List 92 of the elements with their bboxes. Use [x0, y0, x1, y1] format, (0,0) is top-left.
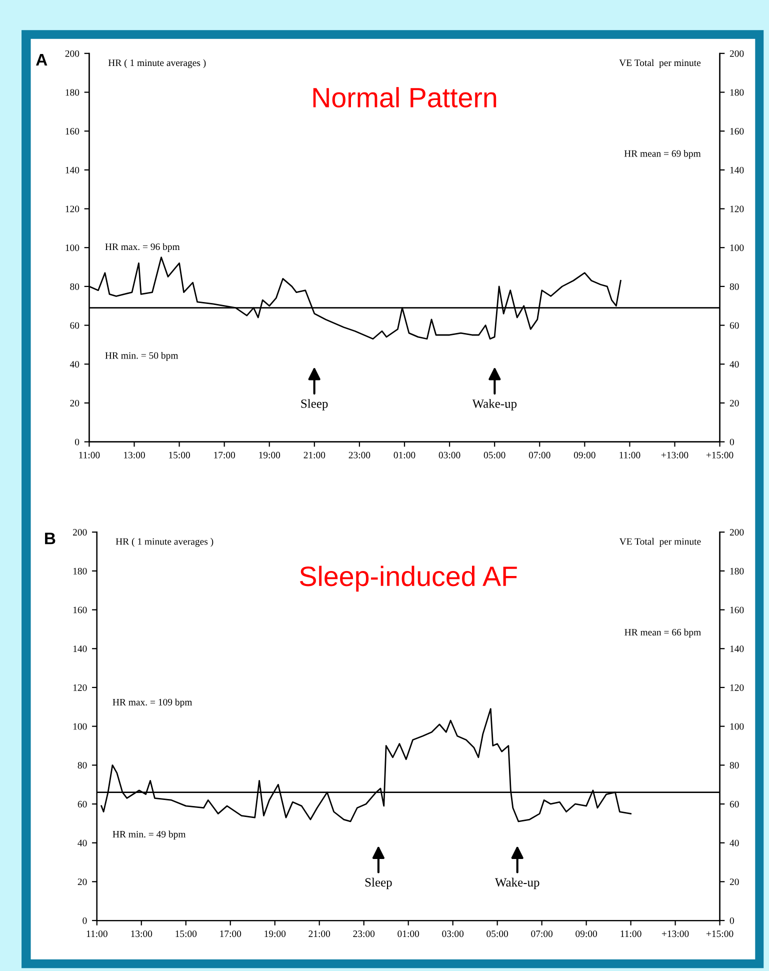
text: Sleep-induced AF — [300, 566, 517, 592]
y-tick-label: 60 — [78, 800, 87, 808]
y2-tick-label: 180 — [730, 89, 744, 96]
y-tick-label: 100 — [73, 723, 87, 730]
x-tick-label: +13:00 — [662, 930, 689, 938]
y-tick-label: 120 — [66, 206, 80, 212]
y2-axis-title: VE Total per minute — [619, 59, 701, 68]
y-tick-label: 200 — [65, 50, 80, 57]
text: A — [36, 54, 48, 66]
y2-tick-label: 40 — [730, 840, 739, 846]
y-tick-label: 20 — [78, 878, 87, 886]
x-tick-label: 03:00 — [442, 930, 464, 938]
y-tick-label: 160 — [73, 606, 87, 614]
x-tick-label: 21:00 — [308, 930, 330, 938]
y2-tick-label: 160 — [730, 606, 744, 614]
y2-tick-label: 120 — [730, 684, 744, 691]
x-tick-label: +13:00 — [661, 452, 688, 458]
ref-line-label: HR mean = 66 bpm — [624, 628, 701, 638]
x-tick-label: 11:00 — [620, 930, 642, 938]
x-tick-label: 11:00 — [79, 452, 100, 458]
x-tick-label: 13:00 — [131, 930, 152, 938]
y-tick-label: 200 — [73, 529, 87, 536]
y2-tick-label: 100 — [730, 244, 744, 252]
x-tick-label: 05:00 — [484, 452, 506, 458]
y2-tick-label: 20 — [730, 878, 739, 886]
y-axis-title: HR ( 1 minute averages ) — [108, 59, 206, 68]
x-tick-label: 09:00 — [574, 452, 596, 458]
y2-tick-label: 180 — [730, 568, 744, 574]
y-tick-label: 40 — [70, 361, 80, 368]
y2-tick-label: 160 — [730, 128, 744, 135]
y-tick-label: 0 — [74, 438, 80, 446]
y-tick-label: 60 — [70, 322, 80, 329]
x-tick-label: 19:00 — [264, 930, 286, 938]
x-tick-label: 13:00 — [124, 452, 145, 458]
x-tick-label: 23:00 — [353, 930, 375, 938]
y-tick-label: 40 — [78, 840, 87, 846]
x-tick-label: 19:00 — [259, 452, 280, 458]
y2-tick-label: 200 — [730, 50, 744, 57]
y-tick-label: 160 — [66, 128, 80, 135]
y2-tick-label: 80 — [730, 762, 739, 769]
y-tick-label: 140 — [66, 166, 80, 174]
x-tick-label: 17:00 — [214, 452, 236, 458]
y2-tick-label: 120 — [730, 206, 744, 212]
y2-tick-label: 140 — [730, 646, 744, 652]
y-axis-title: HR ( 1 minute averages ) — [116, 538, 214, 547]
y2-tick-label: 140 — [730, 166, 744, 174]
x-tick-label: 17:00 — [220, 930, 242, 938]
y2-tick-label: 0 — [730, 438, 734, 446]
y2-tick-label: 0 — [730, 917, 734, 924]
y2-tick-label: 20 — [730, 400, 739, 406]
y2-axis-title: VE Total per minute — [619, 538, 701, 547]
x-tick-label: +15:00 — [706, 930, 734, 938]
annotation: HR min. = 50 bpm — [105, 352, 178, 361]
y-tick-label: 100 — [66, 244, 80, 252]
x-tick-label: 11:00 — [620, 452, 640, 458]
x-tick-label: 23:00 — [348, 452, 370, 458]
x-tick-label: 09:00 — [576, 930, 598, 938]
x-tick-label: +15:00 — [706, 452, 734, 458]
y2-tick-label: 200 — [730, 529, 744, 536]
y-tick-label: 120 — [73, 684, 87, 691]
x-tick-label: 01:00 — [394, 452, 416, 458]
annotation: Sleep — [365, 878, 392, 890]
x-tick-label: 01:00 — [398, 930, 420, 938]
ref-line-label: HR mean = 69 bpm — [624, 150, 701, 159]
y2-tick-label: 40 — [730, 361, 739, 368]
y2-tick-label: 60 — [730, 322, 739, 329]
text: Normal Pattern — [313, 87, 496, 108]
y-tick-label: 20 — [70, 400, 80, 406]
y-tick-label: 0 — [82, 917, 87, 924]
text: B — [45, 532, 56, 544]
y-tick-label: 180 — [73, 568, 87, 574]
annotation: HR min. = 49 bpm — [112, 830, 186, 840]
y-tick-label: 180 — [66, 89, 80, 96]
annotation: HR max. = 96 bpm — [105, 243, 180, 252]
x-tick-label: 15:00 — [176, 930, 197, 938]
x-tick-label: 15:00 — [169, 452, 190, 458]
annotation: Sleep — [301, 399, 328, 410]
y-tick-label: 140 — [73, 646, 87, 652]
annotation: Wake-up — [472, 399, 517, 410]
x-tick-label: 05:00 — [486, 930, 508, 938]
y2-tick-label: 60 — [730, 800, 739, 808]
x-tick-label: 03:00 — [438, 452, 460, 458]
x-tick-label: 07:00 — [531, 930, 553, 938]
x-tick-label: 07:00 — [528, 452, 550, 458]
x-tick-label: 11:00 — [86, 930, 108, 938]
y2-tick-label: 100 — [730, 723, 744, 730]
y-tick-label: 80 — [70, 283, 80, 290]
y-tick-label: 80 — [78, 762, 87, 769]
annotation: Wake-up — [494, 878, 540, 890]
y2-tick-label: 80 — [730, 283, 739, 290]
annotation: HR max. = 109 bpm — [112, 698, 192, 708]
x-tick-label: 21:00 — [304, 452, 326, 458]
